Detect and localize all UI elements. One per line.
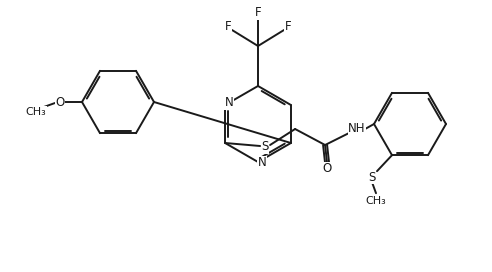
Text: NH: NH — [348, 122, 366, 135]
Text: F: F — [225, 20, 231, 33]
Text: F: F — [285, 20, 291, 33]
Text: N: N — [225, 97, 234, 110]
Text: O: O — [56, 95, 64, 109]
Text: O: O — [322, 162, 332, 175]
Text: F: F — [255, 7, 261, 20]
Text: S: S — [261, 141, 269, 153]
Text: CH₃: CH₃ — [26, 107, 46, 117]
Text: N: N — [258, 156, 266, 169]
Text: CH₃: CH₃ — [366, 196, 386, 206]
Text: S: S — [369, 171, 376, 184]
